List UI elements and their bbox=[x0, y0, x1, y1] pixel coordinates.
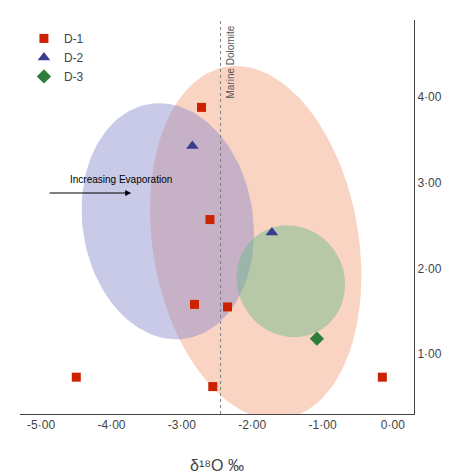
svg-text:3·00: 3·00 bbox=[417, 176, 441, 190]
svg-text:-5·00: -5·00 bbox=[27, 418, 55, 432]
svg-text:2·00: 2·00 bbox=[417, 262, 441, 276]
svg-text:D-1: D-1 bbox=[64, 32, 84, 46]
svg-text:Increasing Evaporation: Increasing Evaporation bbox=[70, 174, 172, 185]
svg-text:-3·00: -3·00 bbox=[168, 418, 196, 432]
svg-text:-2·00: -2·00 bbox=[238, 418, 266, 432]
svg-text:-4·00: -4·00 bbox=[97, 418, 125, 432]
svg-text:D-2: D-2 bbox=[64, 51, 84, 65]
svg-text:δ¹⁸O ‰: δ¹⁸O ‰ bbox=[190, 457, 244, 474]
svg-text:1·00: 1·00 bbox=[417, 347, 441, 361]
svg-text:-1·00: -1·00 bbox=[309, 418, 337, 432]
svg-text:4·00: 4·00 bbox=[417, 90, 441, 104]
svg-text:Marine Dolomite: Marine Dolomite bbox=[225, 25, 236, 98]
svg-text:0·00: 0·00 bbox=[381, 418, 405, 432]
svg-text:D-3: D-3 bbox=[64, 70, 84, 84]
